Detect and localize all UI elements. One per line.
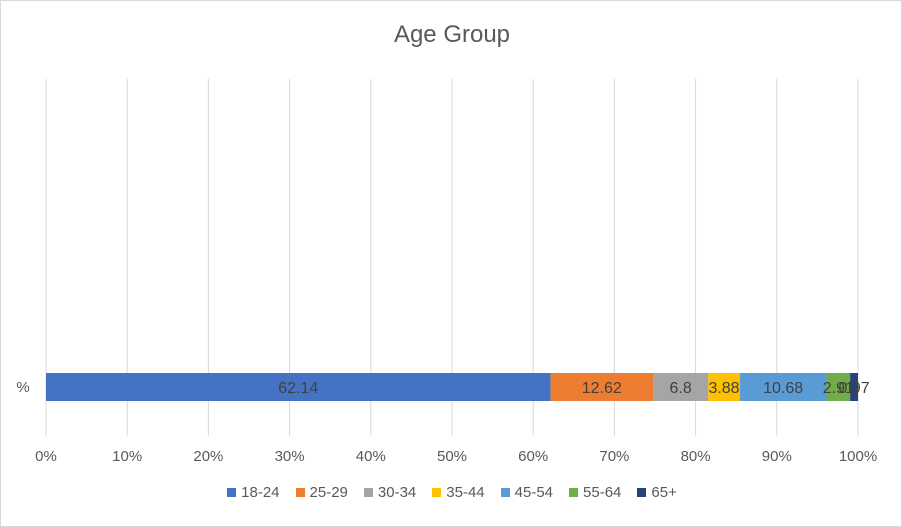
x-tick-label: 30% [275,448,305,465]
x-tick-label: 90% [762,448,792,465]
legend-label: 65+ [651,484,677,501]
legend-item: 35-44 [432,484,485,501]
legend: 18-24 25-29 30-34 35-44 45-54 55-64 65+ [1,484,902,501]
data-label: 6.8 [670,380,692,397]
category-label: % [16,379,29,396]
chart-title: Age Group [393,21,511,48]
bar-segment-30-34 [653,373,709,401]
bar-segment-45-54 [739,373,827,401]
data-label: 3.88 [708,380,739,397]
bar-segment-25-29 [550,373,654,401]
x-tick-label: 10% [112,448,142,465]
legend-swatch [227,488,237,497]
bar-segment-35-44 [708,373,740,401]
bar-segment-18-24 [46,373,551,401]
data-label: 12.62 [582,380,622,397]
legend-label: 30-34 [377,484,417,501]
legend-item: 45-54 [500,484,554,501]
legend-swatch [295,488,305,497]
bar-segment-65plus [850,373,858,401]
legend-swatch [637,488,647,497]
x-tick-label: 0% [35,448,57,465]
x-tick-label: 20% [193,448,223,465]
legend-swatch [500,488,510,497]
legend-label: 55-64 [583,484,622,501]
legend-label: 35-44 [446,484,485,501]
legend-swatch [569,488,579,497]
legend-item: 18-24 [227,484,280,501]
legend-item: 55-64 [569,484,621,501]
legend-label: 25-29 [309,484,348,501]
legend-swatch [363,488,373,497]
x-tick-label: 100% [839,448,877,465]
plot-area: 0% 10% 20% 30% 40% 50% 60% 70% 80% 90% 100%% 62.14 1… [16,79,877,465]
legend-label: 45-54 [514,484,554,501]
x-tick-label: 80% [681,448,711,465]
data-label: 0.97 [838,380,869,397]
bar-segment-55-64 [826,373,851,401]
legend-swatch [432,488,442,497]
data-label: 10.68 [763,380,803,397]
x-tick-label: 70% [599,448,629,465]
legend-item: 30-34 [363,484,417,501]
legend-item: 25-29 [295,484,348,501]
data-label: 2.91 [823,380,854,397]
data-label: 62.14 [278,380,318,397]
x-tick-label: 50% [437,448,467,465]
legend-label: 18-24 [241,484,280,501]
x-tick-label: 60% [518,448,548,465]
x-tick-label: 40% [356,448,386,465]
legend-item: 65+ [637,484,677,501]
